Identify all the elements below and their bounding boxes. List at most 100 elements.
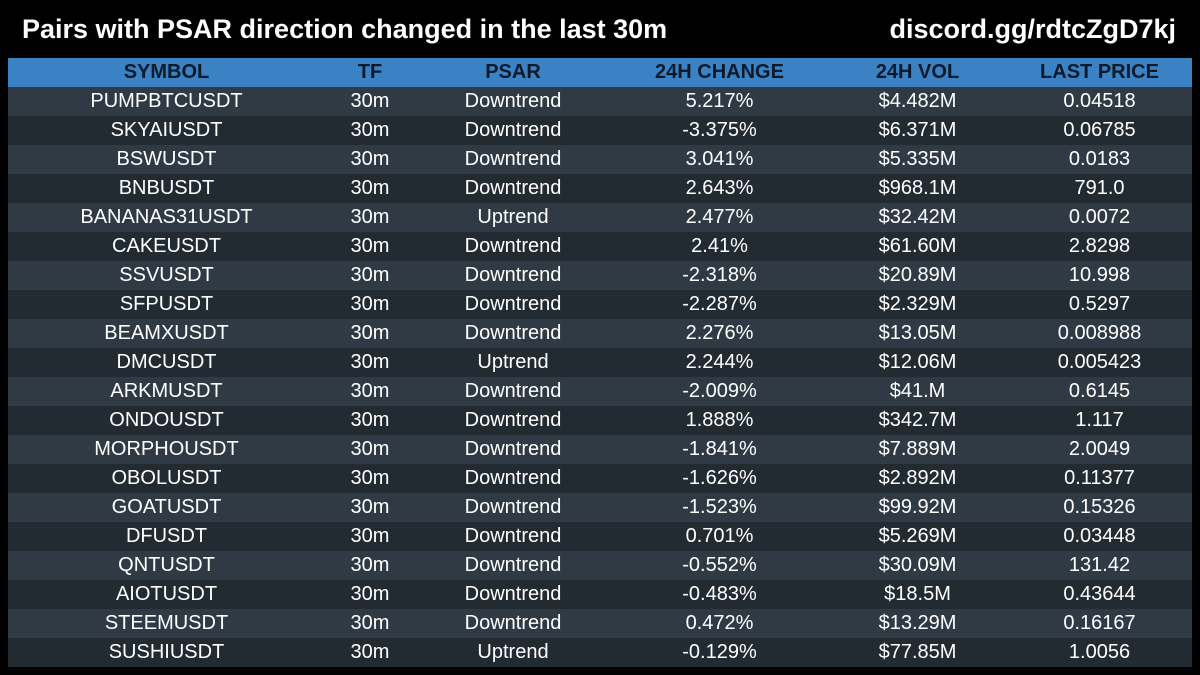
cell-psar: Downtrend [464,293,562,315]
cell-last-price: 0.16167 [1063,612,1136,634]
cell-symbol: SKYAIUSDT [110,119,223,141]
cell-psar: Downtrend [464,496,562,518]
cell-psar: Downtrend [464,177,562,199]
page-header: Pairs with PSAR direction changed in the… [0,0,1200,58]
cell-tf: 30m [350,409,390,431]
cell-psar: Downtrend [464,409,562,431]
cell-psar: Downtrend [464,119,562,141]
cell-24h-change: 0.701% [685,525,754,547]
cell-24h-change: 2.276% [685,322,754,344]
cell-24h-change: -1.626% [682,467,757,489]
cell-tf: 30m [350,525,390,547]
column-header-symbol: SYMBOL [123,61,210,83]
cell-24h-vol: $6.371M [878,119,957,141]
cell-symbol: BEAMXUSDT [104,322,229,344]
cell-last-price: 1.117 [1075,409,1124,431]
cell-symbol: AIOTUSDT [115,583,218,605]
table-row: SUSHIUSDT 30m Uptrend -0.129% $77.85M 1.0056 [8,638,1192,667]
cell-psar: Downtrend [464,583,562,605]
cell-last-price: 0.6145 [1068,380,1131,402]
cell-tf: 30m [350,496,390,518]
cell-24h-vol: $4.482M [878,90,957,112]
cell-psar: Uptrend [477,351,549,373]
cell-symbol: QNTUSDT [118,554,215,576]
table-row: DMCUSDT 30m Uptrend 2.244% $12.06M 0.005423 [8,348,1192,377]
table-row: MORPHOUSDT 30m Downtrend -1.841% $7.889M 2.00… [8,435,1192,464]
table-row: BEAMXUSDT 30m Downtrend 2.276% $13.05M 0.0089… [8,319,1192,348]
cell-tf: 30m [350,293,390,315]
table-row: BSWUSDT 30m Downtrend 3.041% $5.335M 0.0183 [8,145,1192,174]
cell-psar: Downtrend [464,264,562,286]
cell-tf: 30m [350,641,390,663]
table-row: ONDOUSDT 30m Downtrend 1.888% $342.7M 1.117 [8,406,1192,435]
cell-last-price: 0.03448 [1063,525,1136,547]
cell-last-price: 0.15326 [1063,496,1136,518]
cell-24h-vol: $2.892M [878,467,957,489]
cell-24h-change: 0.472% [685,612,754,634]
cell-last-price: 0.008988 [1057,322,1142,344]
cell-last-price: 2.0049 [1068,438,1131,460]
cell-24h-vol: $7.889M [878,438,957,460]
cell-last-price: 0.5297 [1068,293,1131,315]
column-header-24h-vol: 24H VOL [875,61,960,83]
cell-tf: 30m [350,380,390,402]
cell-symbol: STEEMUSDT [104,612,229,634]
table-row: SFPUSDT 30m Downtrend -2.287% $2.329M 0.5297 [8,290,1192,319]
cell-tf: 30m [350,235,390,257]
cell-24h-vol: $5.335M [878,148,957,170]
cell-symbol: MORPHOUSDT [94,438,239,460]
cell-last-price: 0.0183 [1068,148,1131,170]
table-row: STEEMUSDT 30m Downtrend 0.472% $13.29M 0.1616… [8,609,1192,638]
cell-24h-change: 2.643% [685,177,754,199]
table-row: BANANAS31USDT 30m Uptrend 2.477% $32.42M 0.00… [8,203,1192,232]
column-header-psar: PSAR [485,61,541,83]
cell-24h-vol: $20.89M [878,264,957,286]
cell-24h-vol: $32.42M [878,206,957,228]
cell-psar: Downtrend [464,554,562,576]
cell-24h-vol: $18.5M [884,583,951,605]
cell-24h-change: -2.009% [682,380,757,402]
cell-24h-change: -0.552% [682,554,757,576]
cell-psar: Downtrend [464,467,562,489]
cell-24h-vol: $99.92M [878,496,957,518]
cell-symbol: ONDOUSDT [109,409,224,431]
discord-link[interactable]: discord.gg/rdtcZgD7kj [889,14,1176,44]
cell-24h-vol: $968.1M [878,177,957,199]
table-header-row: SYMBOL TF PSAR 24H CHANGE 24H VOL LAST P… [8,58,1192,87]
cell-tf: 30m [350,177,390,199]
cell-last-price: 0.43644 [1063,583,1136,605]
table-row: PUMPBTCUSDT 30m Downtrend 5.217% $4.482M 0.04… [8,87,1192,116]
cell-tf: 30m [350,264,390,286]
cell-symbol: BANANAS31USDT [80,206,253,228]
cell-24h-vol: $13.29M [878,612,957,634]
cell-24h-change: 1.888% [685,409,754,431]
cell-last-price: 0.005423 [1057,351,1142,373]
table-row: BNBUSDT 30m Downtrend 2.643% $968.1M 791.0 [8,174,1192,203]
cell-24h-change: -1.841% [682,438,757,460]
table-row: AIOTUSDT 30m Downtrend -0.483% $18.5M 0.43644 [8,580,1192,609]
cell-24h-change: 5.217% [685,90,754,112]
cell-tf: 30m [350,583,390,605]
cell-last-price: 0.06785 [1063,119,1136,141]
cell-symbol: SUSHIUSDT [108,641,225,663]
cell-psar: Downtrend [464,322,562,344]
table-row: DFUSDT 30m Downtrend 0.701% $5.269M 0.03448 [8,522,1192,551]
cell-symbol: CAKEUSDT [112,235,221,257]
cell-tf: 30m [350,438,390,460]
cell-24h-change: -2.287% [682,293,757,315]
cell-psar: Downtrend [464,380,562,402]
cell-24h-change: 3.041% [685,148,754,170]
cell-symbol: OBOLUSDT [111,467,222,489]
column-header-24h-change: 24H CHANGE [655,61,784,83]
cell-24h-vol: $61.60M [878,235,957,257]
table-row: SKYAIUSDT 30m Downtrend -3.375% $6.371M 0.067… [8,116,1192,145]
cell-tf: 30m [350,467,390,489]
cell-24h-vol: $13.05M [878,322,957,344]
cell-tf: 30m [350,90,390,112]
cell-psar: Downtrend [464,525,562,547]
column-header-last-price: LAST PRICE [1040,61,1159,83]
cell-24h-vol: $2.329M [878,293,957,315]
cell-last-price: 2.8298 [1068,235,1131,257]
page-title: Pairs with PSAR direction changed in the… [22,14,668,44]
cell-24h-change: -0.129% [682,641,757,663]
